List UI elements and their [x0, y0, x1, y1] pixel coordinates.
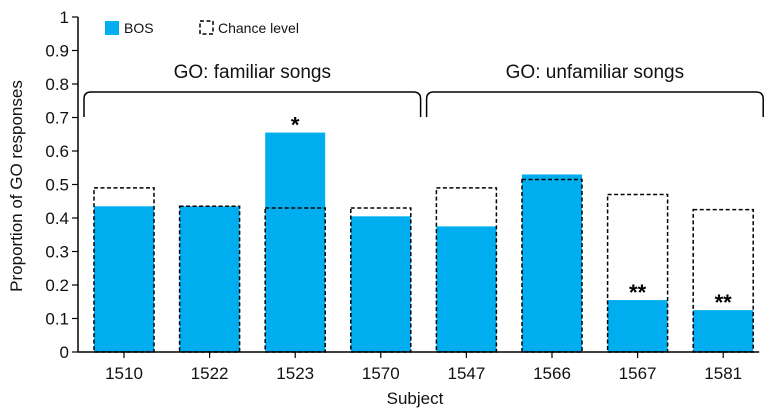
y-tick-label-6: 0.6 [45, 142, 69, 161]
bar-bos-1567 [607, 300, 668, 352]
significance-1567: ** [629, 280, 647, 305]
y-tick-label-10: 1 [60, 8, 69, 27]
plot-area [93, 132, 754, 353]
x-axis-title: Subject [387, 389, 444, 408]
legend-swatch-chance-level [199, 20, 214, 35]
x-axis: 1510 1522 1523 1570 1547 1566 1567 1581 [78, 351, 760, 383]
y-tick-label-7: 0.7 [45, 109, 69, 128]
significance-1581: ** [715, 290, 733, 315]
group-label-1: GO: familiar songs [174, 62, 331, 83]
y-tick-label-1: 0.1 [45, 310, 69, 329]
x-tick-label-1523: 1523 [276, 364, 314, 383]
significance-annotations: *** ** [291, 113, 732, 316]
bar-bos-1570 [350, 216, 411, 352]
group-label-2: GO: unfamiliar songs [506, 62, 684, 83]
x-tick-label-1570: 1570 [362, 364, 400, 383]
y-axis-title: Proportion of GO responses [7, 80, 26, 292]
significance-1523: * [291, 113, 300, 138]
legend-label-chance-level: Chance level [218, 20, 299, 36]
x-tick-label-1547: 1547 [447, 364, 485, 383]
y-tick-label-8: 0.8 [45, 75, 69, 94]
legend-label-bos: BOS [124, 20, 154, 36]
y-axis: 0 0.1 0.2 0.3 0.4 0.5 0.6 0.7 0.8 0.9 1 [45, 8, 78, 362]
bar-bos-1566 [522, 174, 582, 352]
x-tick-label-1581: 1581 [704, 364, 742, 383]
legend-swatch-bos [105, 21, 119, 35]
x-tick-label-1566: 1566 [533, 364, 571, 383]
group-bracket-2 [425, 91, 764, 117]
bar-bos-1547 [436, 226, 497, 352]
y-tick-label-0: 0 [60, 343, 69, 362]
y-tick-label-5: 0.5 [45, 176, 69, 195]
y-tick-label-2: 0.2 [45, 276, 69, 295]
bar-chance-level-1581 [692, 208, 754, 353]
x-tick-label-1522: 1522 [191, 364, 229, 383]
x-tick-label-1567: 1567 [619, 364, 657, 383]
bar-bos-1523 [265, 132, 326, 352]
group-bracket-1 [83, 91, 422, 117]
x-tick-label-1510: 1510 [105, 364, 143, 383]
legend: BOS Chance level [105, 20, 299, 36]
bar-bos-1510 [94, 206, 154, 352]
y-tick-label-4: 0.4 [45, 209, 69, 228]
y-tick-label-9: 0.9 [45, 42, 69, 61]
bar-bos-1522 [179, 206, 240, 352]
y-tick-label-3: 0.3 [45, 243, 69, 262]
bar-bos-1581 [693, 310, 754, 352]
group-brackets: GO: familiar songs GO: unfamiliar songs [83, 62, 764, 117]
